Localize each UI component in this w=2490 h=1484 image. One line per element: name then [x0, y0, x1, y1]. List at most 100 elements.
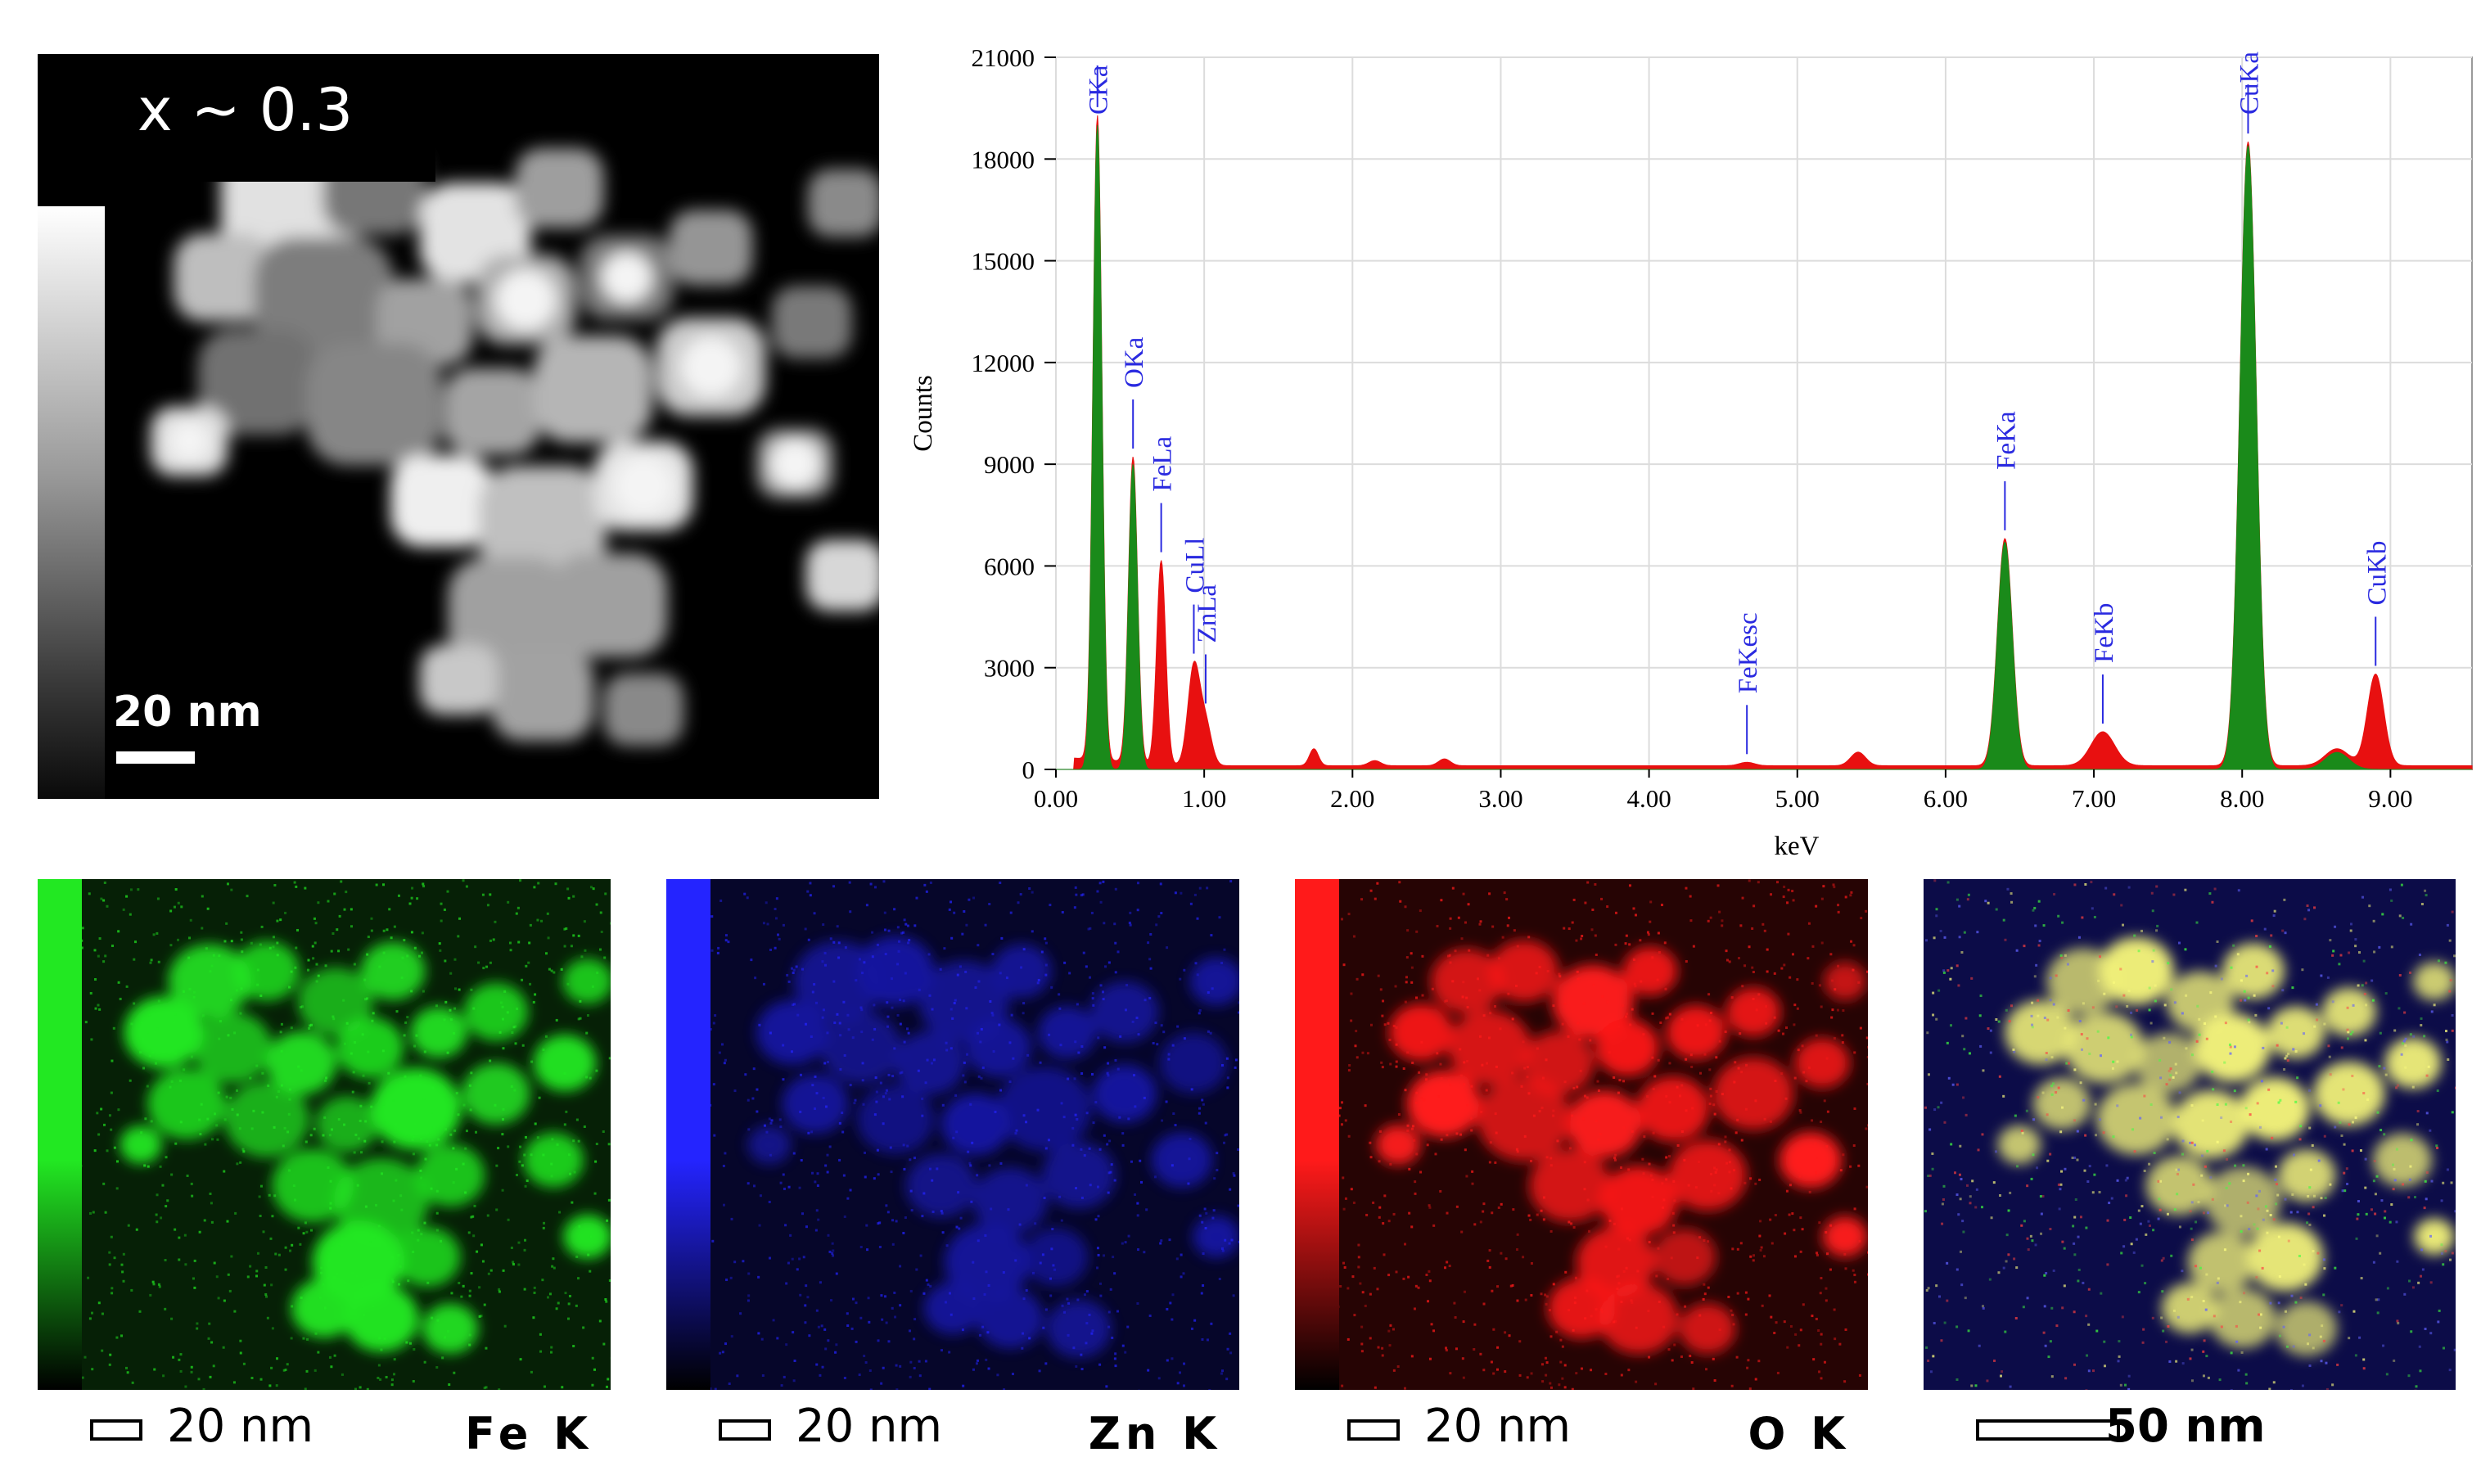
noise-pixel — [1793, 1004, 1797, 1007]
noise-pixel — [1165, 1100, 1168, 1103]
noise-pixel — [769, 1153, 772, 1157]
noise-pixel — [962, 1384, 965, 1387]
noise-pixel — [532, 1000, 535, 1004]
noise-pixel — [1342, 1207, 1346, 1211]
noise-pixel — [392, 1099, 395, 1103]
noise-pixel — [502, 1269, 505, 1272]
noise-pixel — [1012, 1057, 1015, 1060]
noise-pixel — [1174, 1124, 1177, 1127]
noise-pixel — [1237, 1011, 1239, 1014]
noise-pixel — [2346, 1028, 2349, 1031]
noise-pixel — [1811, 1315, 1814, 1318]
noise-pixel — [147, 1031, 150, 1034]
noise-pixel — [814, 1229, 818, 1232]
noise-pixel — [2073, 883, 2077, 886]
noise-pixel — [438, 942, 441, 945]
noise-pixel — [137, 888, 140, 891]
noise-pixel — [1663, 941, 1667, 945]
noise-pixel — [1198, 1214, 1202, 1217]
noise-pixel — [332, 1017, 336, 1021]
noise-pixel — [197, 1378, 201, 1381]
noise-pixel — [2228, 1182, 2231, 1185]
noise-pixel — [1955, 964, 1959, 968]
noise-pixel — [1743, 964, 1747, 968]
noise-pixel — [1571, 1114, 1574, 1117]
noise-pixel — [1617, 1025, 1621, 1028]
noise-pixel — [165, 1156, 168, 1159]
noise-pixel — [1044, 973, 1048, 977]
particle-signal — [265, 1031, 337, 1095]
noise-pixel — [2230, 1351, 2233, 1355]
noise-pixel — [1526, 1076, 1529, 1079]
noise-pixel — [2065, 1062, 2068, 1065]
noise-pixel — [775, 897, 778, 900]
noise-pixel — [179, 1369, 183, 1373]
noise-pixel — [485, 1346, 488, 1350]
noise-pixel — [2226, 1204, 2229, 1207]
noise-pixel — [1752, 1259, 1755, 1262]
noise-pixel — [820, 1324, 823, 1328]
noise-pixel — [2436, 1089, 2439, 1093]
noise-pixel — [1671, 1359, 1674, 1362]
noise-pixel — [1777, 1029, 1780, 1032]
noise-pixel — [558, 1211, 562, 1214]
noise-pixel — [1959, 1250, 1962, 1253]
noise-pixel — [2122, 923, 2125, 927]
particle-signal — [782, 1074, 849, 1134]
noise-pixel — [1564, 1270, 1568, 1274]
noise-pixel — [2374, 1193, 2377, 1196]
noise-pixel — [2010, 900, 2014, 904]
noise-pixel — [804, 1304, 807, 1307]
noise-pixel — [2190, 1227, 2193, 1230]
noise-pixel — [2059, 1188, 2062, 1191]
noise-pixel — [1725, 1161, 1729, 1165]
noise-pixel — [953, 911, 956, 914]
noise-pixel — [204, 1143, 207, 1146]
noise-pixel — [1014, 1259, 1017, 1262]
noise-pixel — [1584, 1317, 1587, 1320]
noise-pixel — [2190, 1104, 2194, 1107]
noise-pixel — [758, 1023, 761, 1026]
noise-pixel — [2323, 1214, 2326, 1217]
noise-pixel — [2184, 948, 2187, 951]
noise-pixel — [1491, 925, 1495, 928]
noise-pixel — [2299, 1125, 2303, 1128]
noise-pixel — [2286, 1059, 2289, 1062]
noise-pixel — [314, 1369, 317, 1372]
noise-pixel — [1648, 1162, 1651, 1166]
noise-pixel — [342, 999, 345, 1002]
noise-pixel — [1935, 908, 1938, 911]
noise-pixel — [1044, 1147, 1048, 1150]
noise-pixel — [1841, 1041, 1844, 1044]
noise-pixel — [1728, 1148, 1731, 1152]
noise-pixel — [1929, 1370, 1933, 1373]
noise-pixel — [1583, 1188, 1586, 1191]
noise-pixel — [1494, 1112, 1497, 1116]
noise-pixel — [909, 1360, 913, 1364]
noise-pixel — [826, 1153, 829, 1157]
noise-pixel — [2385, 1373, 2389, 1376]
noise-pixel — [1561, 1345, 1564, 1348]
noise-pixel — [855, 979, 858, 982]
noise-pixel — [871, 955, 874, 959]
noise-pixel — [2148, 1008, 2151, 1012]
noise-pixel — [1736, 1118, 1739, 1121]
noise-pixel — [608, 1057, 611, 1060]
noise-pixel — [2237, 1369, 2240, 1372]
noise-pixel — [1513, 929, 1516, 932]
noise-pixel — [2296, 1211, 2299, 1214]
noise-pixel — [719, 1351, 722, 1355]
noise-pixel — [910, 1209, 913, 1212]
noise-pixel — [1496, 1346, 1500, 1349]
noise-pixel — [529, 923, 532, 927]
noise-pixel — [514, 1042, 517, 1045]
noise-pixel — [503, 990, 507, 993]
noise-pixel — [2163, 1036, 2166, 1040]
noise-pixel — [1680, 1130, 1684, 1133]
noise-pixel — [853, 1102, 856, 1105]
noise-pixel — [1616, 1275, 1619, 1279]
noise-pixel — [2364, 1186, 2367, 1189]
noise-pixel — [1238, 1240, 1239, 1243]
noise-pixel — [521, 1164, 524, 1167]
noise-pixel — [2451, 1013, 2454, 1017]
